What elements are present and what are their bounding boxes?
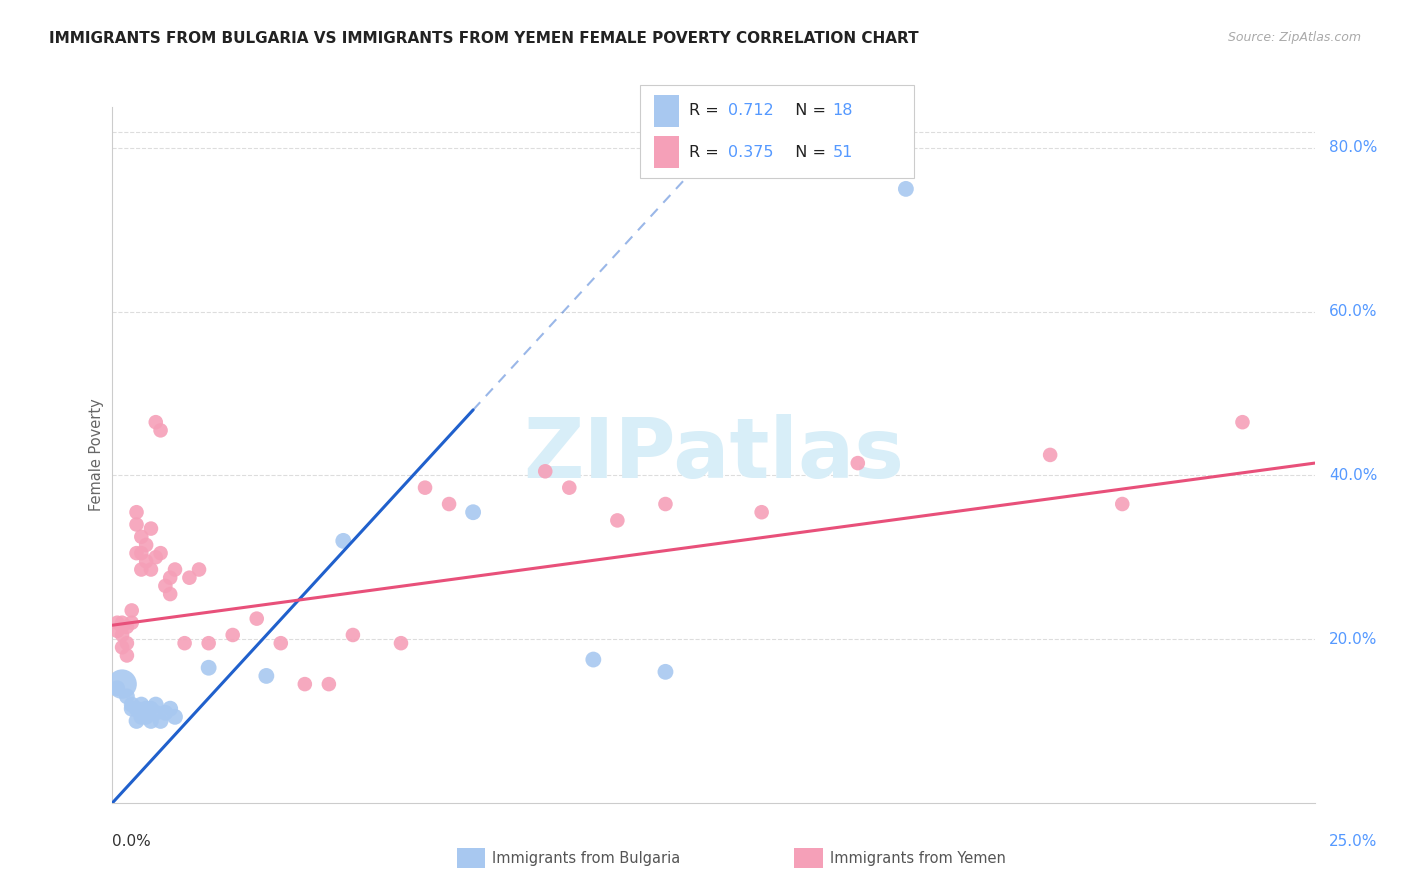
Point bbox=[111, 628, 134, 642]
Text: 0.712: 0.712 bbox=[728, 103, 775, 119]
Point bbox=[145, 706, 167, 720]
Point bbox=[135, 701, 157, 715]
Point bbox=[332, 533, 354, 548]
Point bbox=[131, 698, 153, 712]
Point bbox=[197, 661, 219, 675]
Point bbox=[318, 677, 340, 691]
Point bbox=[139, 701, 162, 715]
Text: N =: N = bbox=[785, 145, 831, 160]
Point bbox=[131, 562, 153, 576]
Point bbox=[163, 562, 186, 576]
Point bbox=[654, 665, 676, 679]
Point bbox=[163, 710, 186, 724]
Point bbox=[558, 481, 581, 495]
Point bbox=[115, 636, 138, 650]
Point bbox=[115, 620, 138, 634]
Point bbox=[121, 603, 143, 617]
Point bbox=[111, 640, 134, 655]
Point bbox=[894, 182, 917, 196]
Text: 0.0%: 0.0% bbox=[112, 834, 152, 849]
Point bbox=[131, 710, 153, 724]
Point bbox=[222, 628, 245, 642]
Text: Immigrants from Bulgaria: Immigrants from Bulgaria bbox=[492, 851, 681, 865]
Point bbox=[254, 669, 277, 683]
Point bbox=[159, 587, 181, 601]
Point bbox=[121, 615, 143, 630]
Point bbox=[188, 562, 211, 576]
Point bbox=[125, 701, 148, 715]
Point bbox=[145, 698, 167, 712]
Point bbox=[105, 624, 128, 638]
Y-axis label: Female Poverty: Female Poverty bbox=[89, 399, 104, 511]
Point bbox=[654, 497, 676, 511]
Point bbox=[159, 571, 181, 585]
Point bbox=[149, 423, 172, 437]
Point bbox=[111, 620, 134, 634]
Text: 40.0%: 40.0% bbox=[1329, 468, 1378, 483]
Point bbox=[159, 701, 181, 715]
Text: R =: R = bbox=[689, 145, 724, 160]
Point bbox=[534, 464, 557, 478]
Point bbox=[125, 546, 148, 560]
Text: 0.375: 0.375 bbox=[728, 145, 773, 160]
Point bbox=[270, 636, 292, 650]
Point bbox=[246, 612, 269, 626]
Point bbox=[173, 636, 195, 650]
Text: Immigrants from Yemen: Immigrants from Yemen bbox=[830, 851, 1005, 865]
Point bbox=[145, 415, 167, 429]
Point bbox=[135, 710, 157, 724]
Point bbox=[115, 648, 138, 663]
Point bbox=[115, 690, 138, 704]
Text: 51: 51 bbox=[832, 145, 852, 160]
Point bbox=[197, 636, 219, 650]
Point bbox=[121, 701, 143, 715]
Point bbox=[846, 456, 869, 470]
Point bbox=[135, 554, 157, 568]
Point bbox=[111, 677, 134, 691]
Point bbox=[139, 562, 162, 576]
Point bbox=[1111, 497, 1133, 511]
Point bbox=[125, 517, 148, 532]
Point bbox=[125, 714, 148, 728]
Point bbox=[135, 538, 157, 552]
Text: IMMIGRANTS FROM BULGARIA VS IMMIGRANTS FROM YEMEN FEMALE POVERTY CORRELATION CHA: IMMIGRANTS FROM BULGARIA VS IMMIGRANTS F… bbox=[49, 31, 920, 46]
Text: R =: R = bbox=[689, 103, 724, 119]
Point bbox=[155, 706, 177, 720]
Point bbox=[149, 714, 172, 728]
Text: 20.0%: 20.0% bbox=[1329, 632, 1378, 647]
Text: 80.0%: 80.0% bbox=[1329, 140, 1378, 155]
Point bbox=[111, 615, 134, 630]
Point bbox=[145, 550, 167, 565]
Point bbox=[131, 546, 153, 560]
Point bbox=[139, 522, 162, 536]
Text: 25.0%: 25.0% bbox=[1329, 834, 1378, 849]
Point bbox=[437, 497, 460, 511]
Point bbox=[125, 505, 148, 519]
Point bbox=[461, 505, 484, 519]
Point bbox=[139, 714, 162, 728]
Text: 60.0%: 60.0% bbox=[1329, 304, 1378, 319]
Point bbox=[149, 546, 172, 560]
Point bbox=[105, 681, 128, 696]
Point bbox=[294, 677, 316, 691]
Text: ZIPatlas: ZIPatlas bbox=[523, 415, 904, 495]
Point bbox=[389, 636, 412, 650]
Point bbox=[1232, 415, 1254, 429]
Point bbox=[582, 652, 605, 666]
Point bbox=[342, 628, 364, 642]
Point bbox=[131, 530, 153, 544]
Text: N =: N = bbox=[785, 103, 831, 119]
Point bbox=[155, 579, 177, 593]
Point bbox=[606, 513, 628, 527]
Point bbox=[1039, 448, 1062, 462]
Point bbox=[121, 698, 143, 712]
Text: 18: 18 bbox=[832, 103, 853, 119]
Text: Source: ZipAtlas.com: Source: ZipAtlas.com bbox=[1227, 31, 1361, 45]
Point bbox=[413, 481, 436, 495]
Point bbox=[105, 615, 128, 630]
Point bbox=[179, 571, 201, 585]
Point bbox=[751, 505, 773, 519]
